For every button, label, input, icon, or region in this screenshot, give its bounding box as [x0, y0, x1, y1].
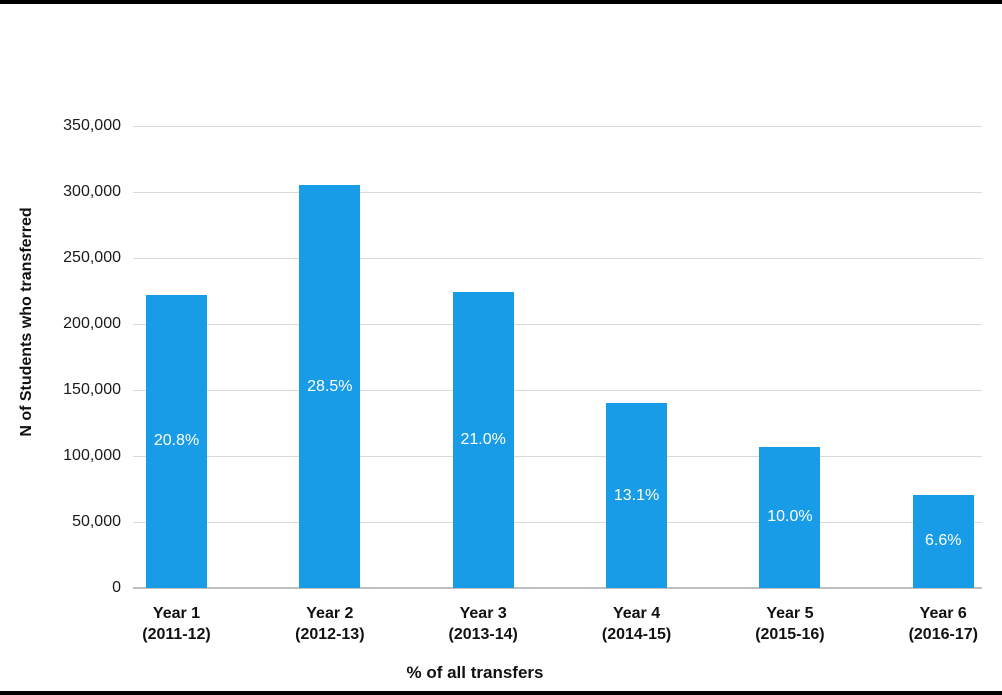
bar-percent-label: 20.8%: [153, 432, 200, 450]
x-axis-line: [133, 587, 982, 589]
gridline: [133, 126, 982, 127]
bar-year-2: [299, 185, 361, 588]
bar-percent-label: 21.0%: [460, 431, 506, 449]
category-range-line: (2011-12): [142, 626, 211, 643]
bar-percent-label: 13.1%: [613, 486, 660, 504]
category-range-line: (2014-15): [601, 626, 672, 643]
category-year-line: Year 6: [919, 605, 967, 622]
category-year-line: Year 3: [459, 605, 507, 622]
bar-year-1: [146, 294, 207, 588]
category-year-line: Year 1: [152, 605, 201, 622]
category-range-line: (2013-14): [448, 626, 518, 643]
category-range-line: (2016-17): [908, 626, 978, 643]
bar-year-4: [606, 403, 668, 588]
bar-percent-label: 6.6%: [925, 532, 962, 550]
y-axis-tick-label: 250,000: [63, 249, 121, 266]
y-axis-tick-label: 200,000: [63, 315, 121, 332]
bar-year-6: [912, 494, 974, 588]
bar-year-5: [759, 446, 821, 588]
top-border: [0, 0, 1002, 4]
bottom-border: [0, 691, 1002, 695]
gridline: [133, 390, 982, 391]
gridline: [133, 258, 982, 259]
gridline: [133, 456, 982, 457]
x-axis-category-label: Year 2 (2012-13): [295, 603, 364, 645]
gridline: [133, 522, 982, 523]
y-axis-tick-label: 0: [112, 579, 121, 596]
gridline: [133, 324, 982, 325]
x-axis-category-label: Year 4 (2014-15): [602, 603, 671, 645]
bar-percent-label: 28.5%: [307, 377, 353, 395]
bar-year-3: [452, 292, 514, 588]
x-axis-category-label: Year 6 (2016-17): [909, 603, 978, 645]
category-year-line: Year 4: [612, 605, 661, 622]
x-axis-title: % of all transfers: [406, 663, 544, 682]
x-axis-category-label: Year 1 (2011-12): [142, 603, 211, 645]
gridline: [133, 192, 982, 193]
category-range-line: (2015-16): [755, 626, 825, 643]
y-axis-tick-label: 350,000: [63, 117, 121, 134]
y-axis-tick-label: 50,000: [72, 513, 121, 530]
x-axis-category-label: Year 3 (2013-14): [449, 603, 518, 645]
y-axis-tick-label: 300,000: [63, 183, 121, 200]
category-year-line: Year 5: [766, 605, 814, 622]
category-year-line: Year 2: [306, 605, 354, 622]
y-axis-tick-label: 100,000: [63, 447, 121, 464]
category-range-line: (2012-13): [295, 626, 365, 643]
x-axis-category-label: Year 5 (2015-16): [755, 603, 824, 645]
y-axis-tick-label: 150,000: [63, 381, 121, 398]
bar-percent-label: 10.0%: [767, 508, 813, 526]
